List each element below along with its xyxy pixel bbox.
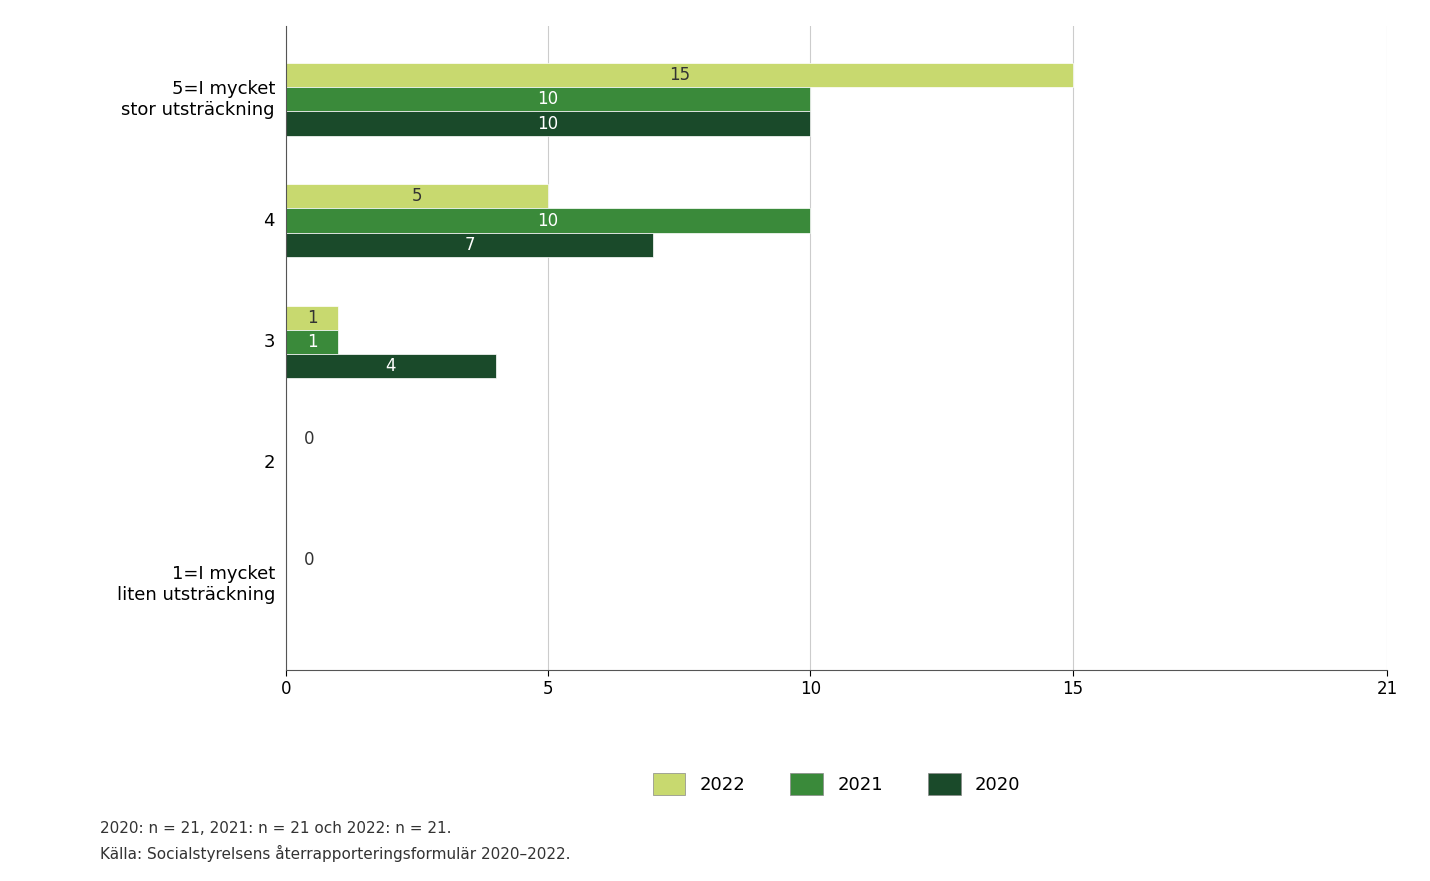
Bar bbox=[286, 111, 811, 136]
Bar bbox=[286, 306, 339, 329]
Bar bbox=[286, 184, 548, 209]
Text: 5: 5 bbox=[412, 188, 422, 205]
Text: 15: 15 bbox=[669, 66, 689, 84]
Text: 4: 4 bbox=[386, 357, 396, 375]
Text: 10: 10 bbox=[538, 211, 559, 230]
Text: Källa: Socialstyrelsens återrapporteringsformulär 2020–2022.: Källa: Socialstyrelsens återrapportering… bbox=[100, 845, 571, 862]
Text: 7: 7 bbox=[465, 236, 475, 254]
Text: 0: 0 bbox=[305, 430, 315, 448]
Bar bbox=[286, 209, 811, 233]
Bar bbox=[286, 354, 496, 378]
Bar bbox=[286, 329, 339, 354]
Text: 1: 1 bbox=[307, 333, 317, 351]
Text: 10: 10 bbox=[538, 90, 559, 108]
Legend: 2022, 2021, 2020: 2022, 2021, 2020 bbox=[645, 766, 1028, 802]
Text: 1: 1 bbox=[307, 308, 317, 327]
Text: 2020: n = 21, 2021: n = 21 och 2022: n = 21.: 2020: n = 21, 2021: n = 21 och 2022: n =… bbox=[100, 820, 452, 835]
Text: 0: 0 bbox=[305, 552, 315, 569]
Bar bbox=[286, 63, 1072, 87]
Text: 10: 10 bbox=[538, 115, 559, 132]
Bar bbox=[286, 233, 654, 257]
Bar bbox=[286, 87, 811, 111]
